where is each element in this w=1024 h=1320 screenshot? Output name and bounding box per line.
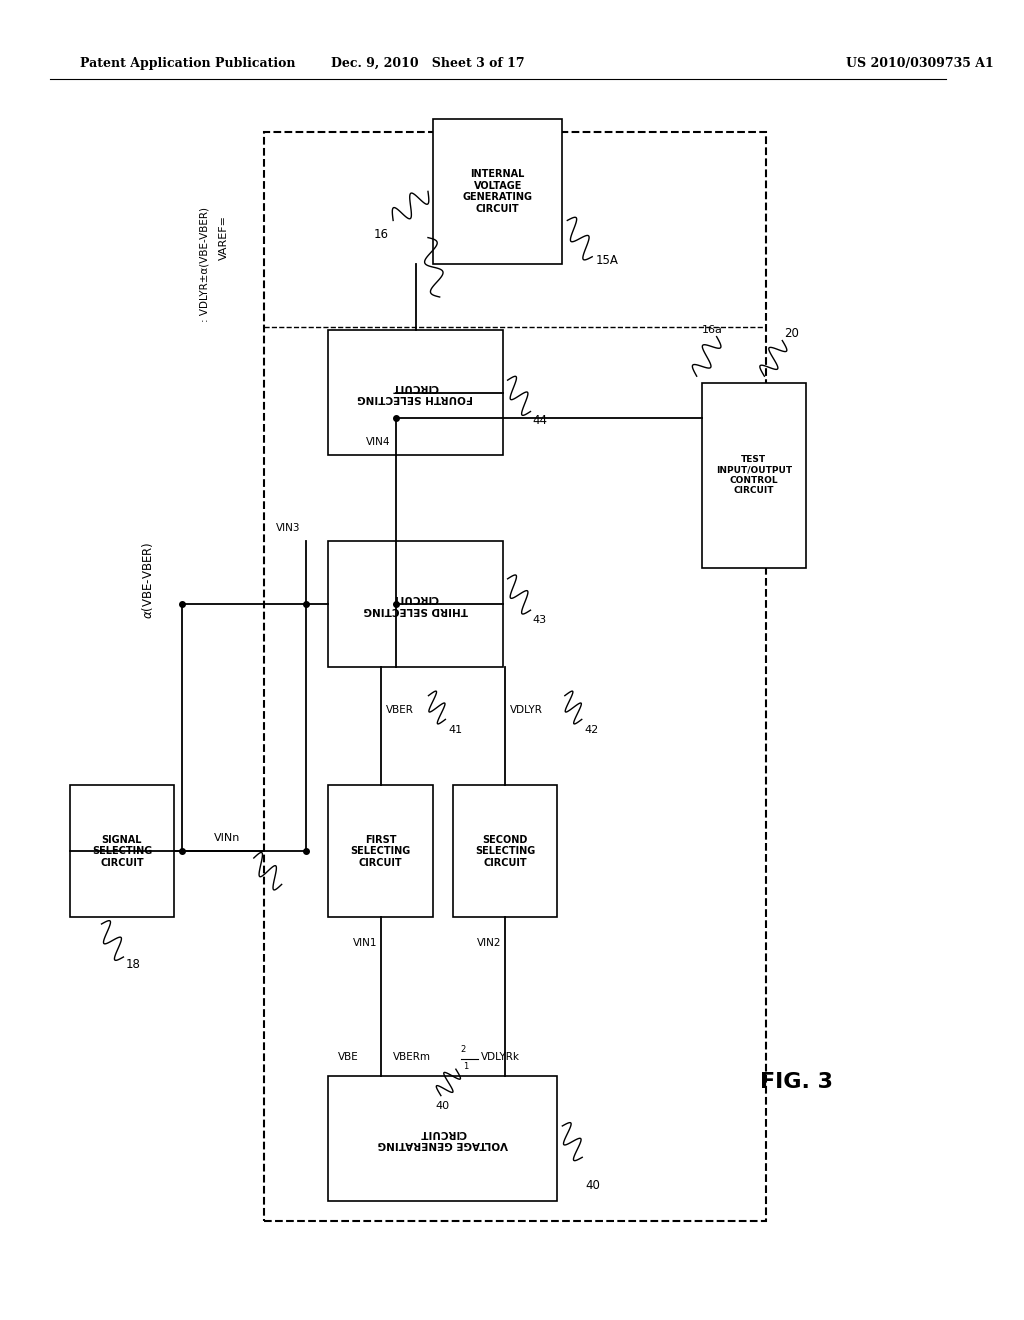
Text: FIG. 3: FIG. 3: [760, 1072, 833, 1093]
FancyBboxPatch shape: [433, 119, 562, 264]
Text: SIGNAL
SELECTING
CIRCUIT: SIGNAL SELECTING CIRCUIT: [92, 834, 152, 869]
Text: VIN2: VIN2: [477, 939, 502, 949]
Text: VBE: VBE: [338, 1052, 359, 1063]
Text: VIN1: VIN1: [353, 939, 377, 949]
FancyBboxPatch shape: [70, 785, 174, 917]
Text: VBER: VBER: [386, 705, 414, 715]
FancyBboxPatch shape: [329, 541, 503, 667]
Text: $\alpha$(VBE-VBER): $\alpha$(VBE-VBER): [140, 543, 155, 619]
Text: FIRST
SELECTING
CIRCUIT: FIRST SELECTING CIRCUIT: [350, 834, 411, 869]
Text: 43: 43: [532, 615, 547, 624]
Text: 41: 41: [449, 725, 463, 735]
Text: : VDLYR±α(VBE-VBER): : VDLYR±α(VBE-VBER): [199, 206, 209, 322]
Text: VIN4: VIN4: [367, 437, 391, 447]
Text: Dec. 9, 2010   Sheet 3 of 17: Dec. 9, 2010 Sheet 3 of 17: [331, 57, 524, 70]
Text: VDLYR: VDLYR: [510, 705, 543, 715]
Text: VINn: VINn: [214, 833, 241, 843]
Text: 20: 20: [784, 326, 799, 339]
Text: 40: 40: [436, 1101, 451, 1111]
Text: Patent Application Publication: Patent Application Publication: [80, 57, 295, 70]
Text: FOURTH SELECTING
CIRCUIT: FOURTH SELECTING CIRCUIT: [357, 381, 473, 404]
Text: INTERNAL
VOLTAGE
GENERATING
CIRCUIT: INTERNAL VOLTAGE GENERATING CIRCUIT: [463, 169, 532, 214]
FancyBboxPatch shape: [453, 785, 557, 917]
Text: 1: 1: [463, 1063, 468, 1072]
Text: TEST
INPUT/OUTPUT
CONTROL
CIRCUIT: TEST INPUT/OUTPUT CONTROL CIRCUIT: [716, 455, 792, 495]
FancyBboxPatch shape: [329, 785, 433, 917]
Text: 42: 42: [585, 725, 599, 735]
Text: 15A: 15A: [595, 253, 618, 267]
Text: 18: 18: [125, 957, 140, 970]
Text: VBERm: VBERm: [393, 1052, 431, 1063]
Text: VDLYRk: VDLYRk: [480, 1052, 520, 1063]
Text: 40: 40: [586, 1179, 600, 1192]
FancyBboxPatch shape: [329, 1076, 557, 1201]
Text: US 2010/0309735 A1: US 2010/0309735 A1: [846, 57, 993, 70]
Text: VOLTAGE GENERATING
CIRCUIT: VOLTAGE GENERATING CIRCUIT: [378, 1127, 508, 1150]
Text: 16: 16: [373, 228, 388, 240]
Text: THIRD SELECTING
CIRCUIT: THIRD SELECTING CIRCUIT: [364, 593, 468, 615]
Text: VAREF=: VAREF=: [219, 215, 229, 260]
FancyBboxPatch shape: [701, 383, 806, 568]
Text: SECOND
SELECTING
CIRCUIT: SECOND SELECTING CIRCUIT: [475, 834, 536, 869]
Text: VIN3: VIN3: [275, 523, 300, 533]
Text: 16a: 16a: [701, 325, 723, 335]
Text: 44: 44: [532, 414, 548, 428]
FancyBboxPatch shape: [329, 330, 503, 455]
Text: 2: 2: [461, 1045, 466, 1055]
